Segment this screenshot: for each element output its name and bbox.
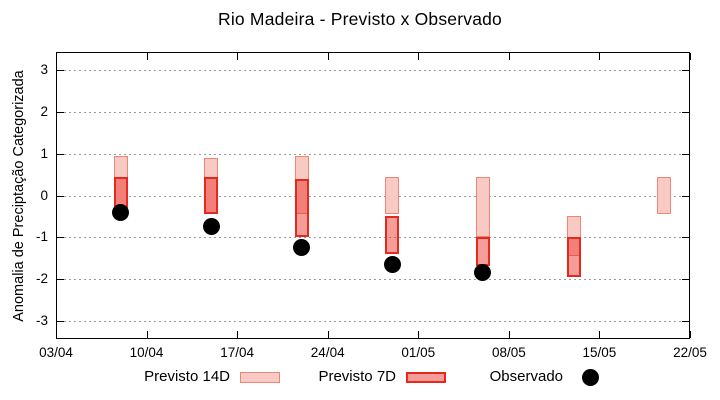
y-tick-label: -2 — [35, 270, 48, 286]
grid-line — [59, 70, 687, 72]
x-tick-top — [56, 53, 57, 60]
bar-previsto-14d — [657, 176, 672, 215]
legend-swatch-previsto-7d — [406, 372, 446, 383]
y-tick-left — [57, 153, 64, 155]
y-tick-label: 2 — [40, 104, 48, 120]
y-tick-right — [682, 70, 689, 72]
y-tick-label: 0 — [40, 187, 48, 203]
legend-dot-observado — [582, 369, 599, 386]
y-tick-left — [57, 112, 64, 114]
y-tick-label: -3 — [35, 312, 48, 328]
grid-line — [59, 195, 687, 197]
x-tick-label: 03/04 — [39, 345, 73, 360]
x-tick-top — [237, 53, 239, 60]
observado-dot — [383, 255, 401, 273]
x-tick-bottom — [237, 331, 239, 338]
x-tick-top — [418, 53, 420, 60]
y-tick-label: 1 — [40, 145, 48, 161]
y-tick-right — [682, 112, 689, 114]
y-tick-right — [682, 237, 689, 239]
y-tick-label: 3 — [40, 62, 48, 78]
legend-label-observado: Observado — [489, 368, 563, 385]
observado-dot — [202, 218, 220, 236]
legend-label-previsto-7d: Previsto 7D — [318, 368, 396, 385]
x-tick-bottom — [690, 331, 691, 338]
y-tick-left — [57, 70, 64, 72]
y-tick-left — [57, 237, 64, 239]
bar-previsto-7d — [475, 237, 490, 267]
x-tick-top — [599, 53, 601, 60]
bar-previsto-14d — [566, 216, 581, 256]
grid-line — [59, 237, 687, 239]
observado-dot — [112, 203, 130, 221]
bar-previsto-14d — [385, 176, 400, 215]
x-tick-bottom — [418, 331, 420, 338]
x-tick-label: 22/05 — [673, 345, 707, 360]
x-tick-label: 08/05 — [491, 345, 526, 360]
bar-previsto-7d — [294, 178, 309, 238]
observado-dot — [293, 239, 311, 257]
x-tick-label: 01/05 — [401, 345, 436, 360]
bar-previsto-7d — [204, 176, 219, 215]
x-tick-label: 10/04 — [129, 345, 164, 360]
x-tick-top — [690, 53, 691, 60]
y-tick-label: -1 — [35, 229, 48, 245]
legend-label-previsto-14d: Previsto 14D — [144, 368, 230, 385]
x-tick-top — [508, 53, 510, 60]
y-tick-right — [682, 278, 689, 280]
grid-line — [59, 278, 687, 280]
y-tick-right — [682, 320, 689, 322]
x-tick-top — [327, 53, 329, 60]
bar-previsto-7d — [385, 216, 400, 254]
x-tick-label: 15/05 — [582, 345, 617, 360]
y-tick-left — [57, 278, 64, 280]
x-tick-bottom — [327, 331, 329, 338]
y-tick-left — [57, 195, 64, 197]
x-tick-bottom — [56, 331, 57, 338]
bar-previsto-14d — [475, 176, 490, 238]
grid-line — [59, 112, 687, 114]
y-tick-right — [682, 195, 689, 197]
grid-line — [59, 320, 687, 322]
x-tick-top — [146, 53, 148, 60]
observado-dot — [474, 264, 492, 282]
x-tick-bottom — [599, 331, 601, 338]
legend-swatch-previsto-14d — [240, 372, 280, 383]
chart-title: Rio Madeira - Previsto x Observado — [218, 9, 502, 29]
x-tick-label: 17/04 — [220, 345, 255, 360]
x-tick-bottom — [508, 331, 510, 338]
bar-previsto-7d — [566, 237, 581, 277]
plot-area — [56, 52, 691, 339]
y-tick-right — [682, 153, 689, 155]
x-tick-label: 24/04 — [310, 345, 345, 360]
grid-line — [59, 153, 687, 155]
y-tick-left — [57, 320, 64, 322]
x-tick-bottom — [146, 331, 148, 338]
